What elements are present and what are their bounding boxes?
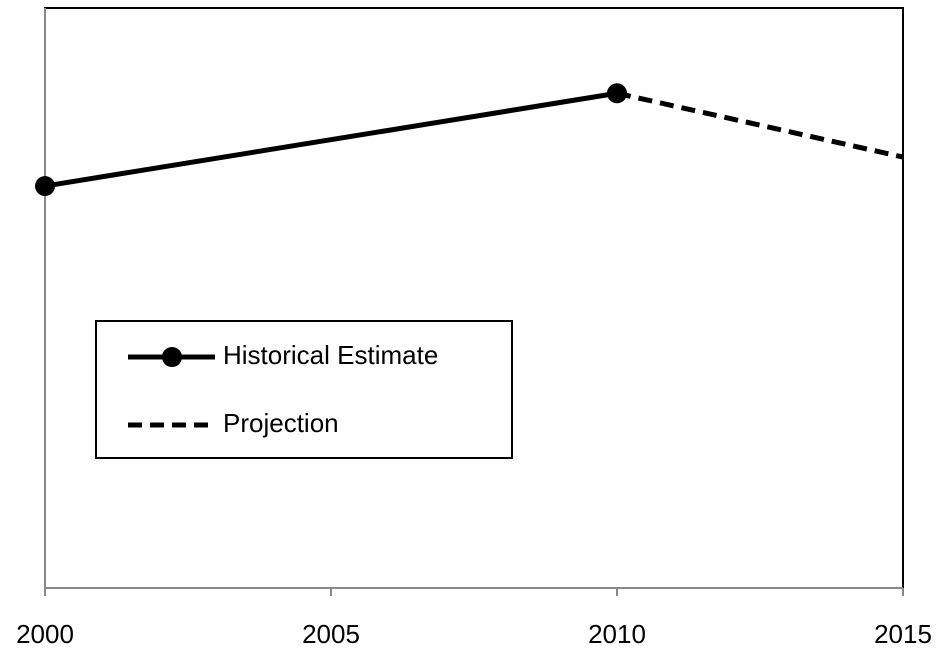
x-tick-label: 2000 xyxy=(16,619,74,649)
series-line xyxy=(44,90,618,189)
x-tick-label: 2005 xyxy=(302,619,360,649)
legend-box xyxy=(95,320,513,459)
legend-label: Projection xyxy=(223,408,339,438)
x-tick-label: 2015 xyxy=(874,619,932,649)
x-tick-label: 2010 xyxy=(588,619,646,649)
legend-marker xyxy=(162,347,182,367)
series-marker xyxy=(35,176,55,197)
legend-label: Historical Estimate xyxy=(223,340,438,370)
plot-border xyxy=(44,7,904,589)
series-line xyxy=(616,90,904,160)
